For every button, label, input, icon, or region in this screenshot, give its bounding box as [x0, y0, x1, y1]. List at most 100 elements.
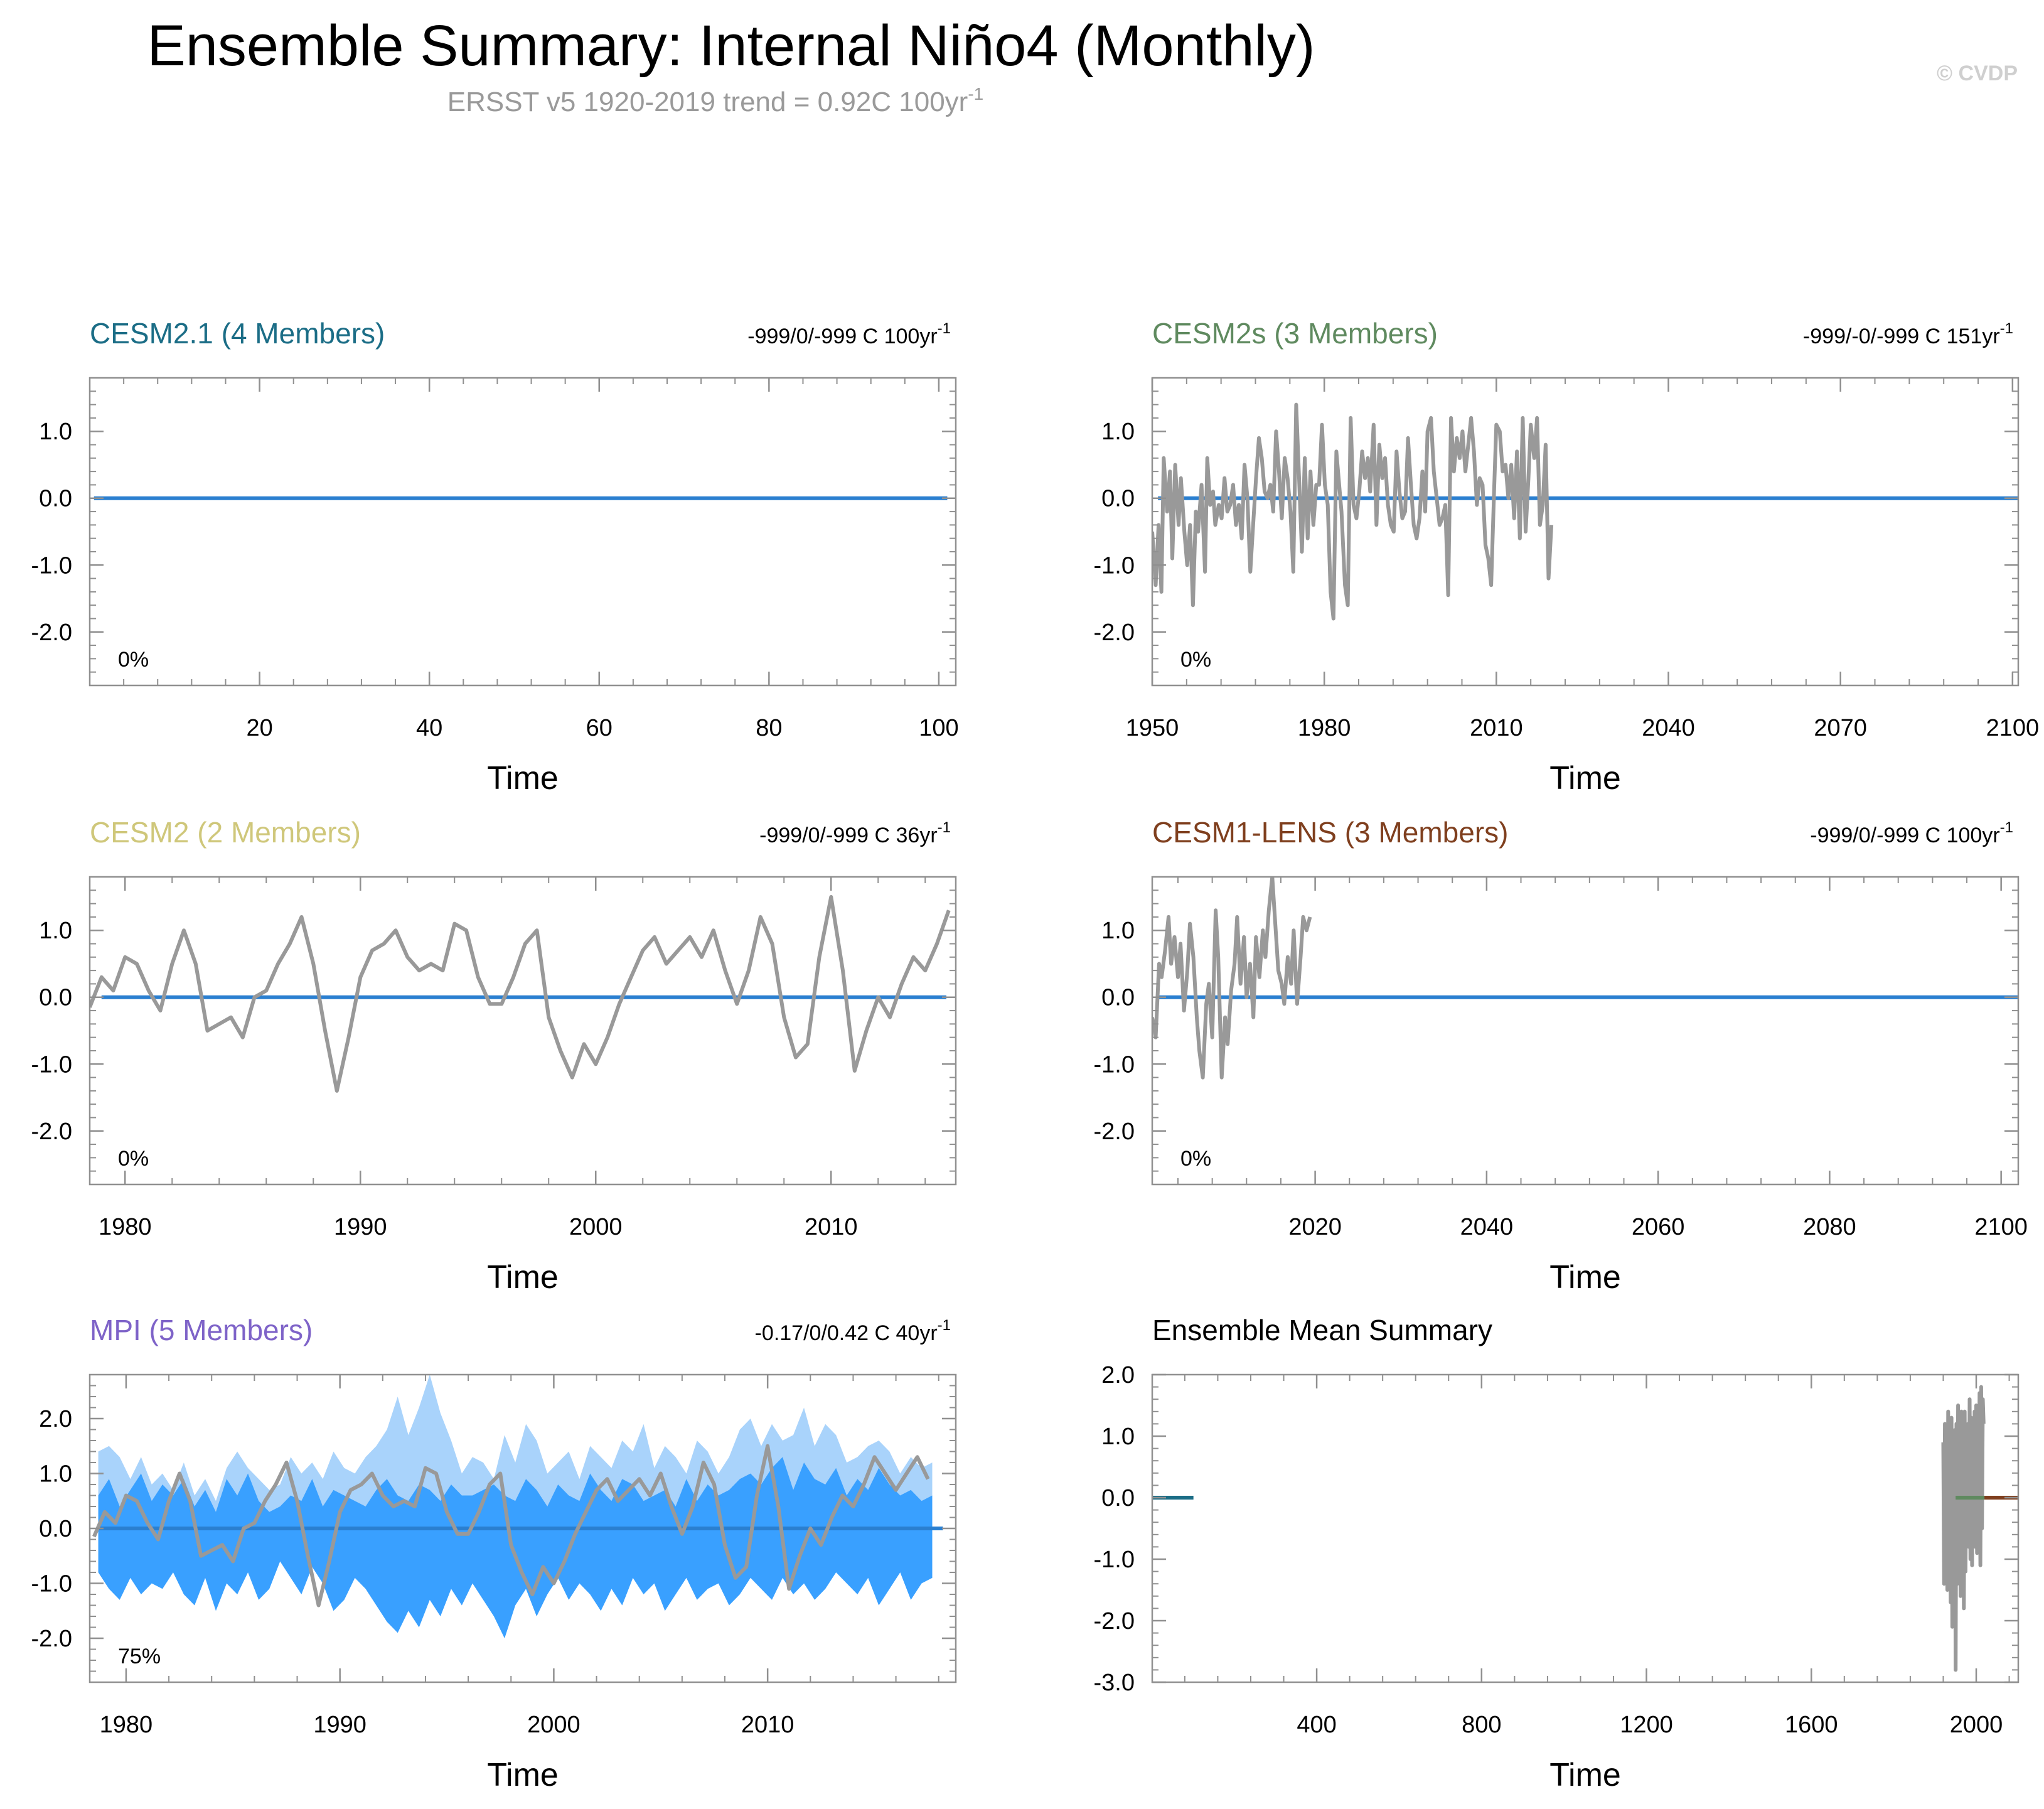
panel-trend-label: -999/0/-999 C 100yr-1: [747, 320, 951, 348]
panel-title: MPI (5 Members): [90, 1314, 313, 1346]
y-tick-label: 1.0: [39, 1461, 72, 1488]
y-tick-label: -1.0: [1094, 1051, 1135, 1078]
panel-cesm1: -2.0 -1.0 0.0 1.0 2020 2040 2060 2080 2100 Time CE…: [1094, 816, 2028, 1296]
panel-trend-label: -999/0/-999 C 36yr-1: [759, 819, 951, 847]
panel-percent-label: 75%: [118, 1645, 161, 1668]
panel-trend-label: -999/0/-999 C 100yr-1: [1810, 819, 2013, 847]
figure-subtitle-text: ERSST v5 1920-2019 trend = 0.92C 100yr: [447, 87, 968, 117]
y-tick-label: -1.0: [1094, 1547, 1135, 1573]
x-tick-label: 100: [919, 715, 958, 741]
panel-frame: [88, 876, 957, 1186]
panel-trend-label: -999/-0/-999 C 151yr-1: [1803, 320, 2013, 348]
panel-trend-text: -999/0/-999 C 36yr: [759, 824, 938, 847]
panel-ensmean: -3.0 -2.0 -1.0 0.0 1.0 2.0 400 800 1200 1600 2000 T…: [1094, 1314, 2020, 1793]
x-tick-label: 2060: [1632, 1214, 1685, 1240]
panel-percent-label: 0%: [1180, 1147, 1211, 1171]
x-tick-label: 2100: [1974, 1214, 2028, 1240]
x-axis-label: Time: [487, 760, 559, 797]
x-tick-label: 1950: [1126, 715, 1179, 741]
y-tick-label: -1.0: [31, 1051, 72, 1078]
x-tick-label: 1990: [334, 1214, 387, 1240]
y-tick-label: 1.0: [1101, 918, 1135, 944]
panel-plot-area: [1152, 877, 2018, 1080]
y-tick-label: -2.0: [1094, 620, 1135, 646]
x-tick-label: 2000: [527, 1712, 581, 1738]
panel-frame: [1151, 876, 2020, 1186]
y-tick-label: 1.0: [39, 419, 72, 445]
x-tick-label: 2000: [569, 1214, 623, 1240]
panel-trend-superscript: -1: [2000, 320, 2013, 337]
observed-series-line: [90, 895, 951, 1093]
panel-mpi: -2.0 -1.0 0.0 1.0 2.0 1980 1990 2000 2010 Time MPI…: [31, 1314, 957, 1793]
x-tick-label: 40: [416, 715, 442, 741]
y-tick-label: 1.0: [1101, 1424, 1135, 1450]
x-axis-label: Time: [1549, 1757, 1621, 1793]
x-tick-label: 2080: [1803, 1214, 1856, 1240]
x-axis-label: Time: [1549, 1259, 1621, 1296]
panel-frame: [88, 377, 957, 687]
y-tick-label: 0.0: [39, 486, 72, 512]
y-tick-label: -2.0: [1094, 1608, 1135, 1635]
panel-percent-label: 0%: [118, 1147, 149, 1171]
panel-plot-area: [92, 1375, 943, 1638]
panel-cesm21: -2.0 -1.0 0.0 1.0 20 40 60 80 100 Time CESM2.1 (4 …: [31, 317, 959, 797]
x-tick-label: 2010: [741, 1712, 795, 1738]
x-axis-label: Time: [487, 1757, 559, 1793]
panel-trend-superscript: -1: [938, 819, 951, 836]
x-tick-label: 2000: [1950, 1712, 2003, 1738]
x-tick-label: 2070: [1814, 715, 1867, 741]
x-tick-label: 1980: [1298, 715, 1351, 741]
y-tick-label: 0.0: [1101, 985, 1135, 1011]
y-tick-label: -1.0: [31, 552, 72, 579]
panel-trend-text: -999/0/-999 C 100yr: [1810, 824, 1999, 847]
x-tick-label: 80: [756, 715, 782, 741]
panel-title: CESM2.1 (4 Members): [90, 317, 385, 350]
panel-title: CESM2s (3 Members): [1152, 317, 1438, 350]
copyright-label: © CVDP: [1937, 62, 2018, 85]
y-tick-label: 0.0: [1101, 1485, 1135, 1511]
x-tick-label: 2020: [1288, 1214, 1342, 1240]
x-tick-label: 1600: [1785, 1712, 1838, 1738]
panel-title: Ensemble Mean Summary: [1152, 1314, 1492, 1346]
x-tick-label: 2040: [1460, 1214, 1514, 1240]
x-tick-label: 2010: [805, 1214, 858, 1240]
y-tick-label: 1.0: [39, 918, 72, 944]
x-tick-label: 1980: [99, 1214, 152, 1240]
y-tick-label: 1.0: [1101, 419, 1135, 445]
x-tick-label: 800: [1462, 1712, 1501, 1738]
panel-title: CESM2 (2 Members): [90, 816, 361, 849]
y-tick-label: 0.0: [39, 985, 72, 1011]
x-tick-label: 60: [586, 715, 613, 741]
y-tick-label: -2.0: [31, 1119, 72, 1145]
x-tick-label: 1990: [313, 1712, 367, 1738]
panel-trend-superscript: -1: [2000, 819, 2013, 836]
x-tick-label: 1980: [100, 1712, 153, 1738]
x-tick-label: 2010: [1470, 715, 1523, 741]
figure-subtitle: ERSST v5 1920-2019 trend = 0.92C 100yr-1: [447, 84, 984, 117]
panel-plot-area: [1152, 402, 2018, 621]
panel-cesm2: -2.0 -1.0 0.0 1.0 1980 1990 2000 2010 Time CESM2 …: [31, 816, 957, 1296]
y-tick-label: 2.0: [39, 1406, 72, 1432]
observed-series-line: [92, 1444, 930, 1608]
panel-title: CESM1-LENS (3 Members): [1152, 816, 1508, 849]
panel-trend-text: -999/0/-999 C 100yr: [747, 325, 937, 348]
x-axis-label: Time: [487, 1259, 559, 1296]
panel-cesm2s: -2.0 -1.0 0.0 1.0 1950 1980 2010 2040 2070 2100 Ti…: [1094, 317, 2040, 797]
y-tick-label: -2.0: [31, 1626, 72, 1652]
observed-series-line: [1941, 1385, 1986, 1672]
panel-percent-label: 0%: [118, 648, 149, 672]
panel-trend-text: -0.17/0/0.42 C 40yr: [755, 1321, 938, 1345]
panel-frame: [1151, 377, 2020, 687]
panel-plot-area: [1152, 1385, 2018, 1672]
panel-frame: [1151, 1373, 2020, 1683]
x-tick-label: 400: [1297, 1712, 1336, 1738]
observed-series-line: [1152, 877, 1312, 1080]
y-tick-label: -1.0: [31, 1571, 72, 1597]
y-tick-label: -1.0: [1094, 552, 1135, 579]
figure-subtitle-superscript: -1: [968, 84, 983, 104]
panel-trend-superscript: -1: [938, 320, 951, 337]
y-tick-label: -3.0: [1094, 1670, 1135, 1696]
y-tick-label: -2.0: [31, 620, 72, 646]
y-tick-label: 0.0: [39, 1516, 72, 1542]
